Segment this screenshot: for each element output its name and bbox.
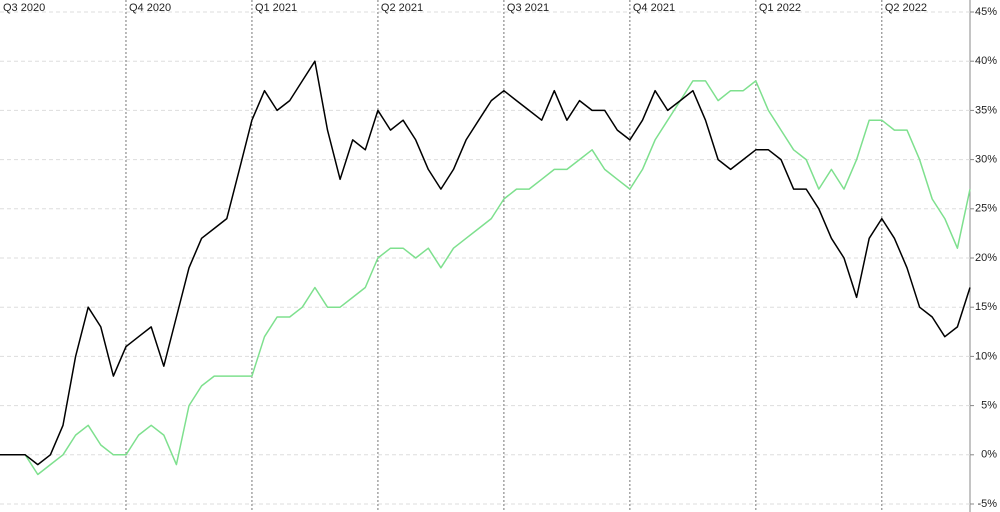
y-tick-label: 30% [975, 154, 997, 166]
y-tick-label: -5% [977, 498, 997, 510]
y-tick-label: 40% [975, 55, 997, 67]
x-tick-label: Q1 2022 [759, 2, 801, 14]
x-tick-label: Q3 2020 [3, 2, 45, 14]
y-tick-label: 35% [975, 104, 997, 116]
series-line [0, 60, 971, 466]
y-tick-label: 0% [981, 449, 997, 461]
y-tick-label: 5% [981, 400, 997, 412]
x-tick-label: Q4 2021 [633, 2, 675, 14]
x-tick-label: Q3 2021 [507, 2, 549, 14]
y-tick-label: 15% [975, 301, 997, 313]
x-tick-label: Q2 2021 [381, 2, 423, 14]
y-tick-label: 10% [975, 350, 997, 362]
x-tick-label: Q1 2021 [255, 2, 297, 14]
x-tick-label: Q4 2020 [129, 2, 171, 14]
y-tick-label: 45% [975, 6, 997, 18]
series-line [0, 80, 971, 476]
x-tick-label: Q2 2022 [885, 2, 927, 14]
y-tick-label: 25% [975, 203, 997, 215]
y-tick-label: 20% [975, 252, 997, 264]
